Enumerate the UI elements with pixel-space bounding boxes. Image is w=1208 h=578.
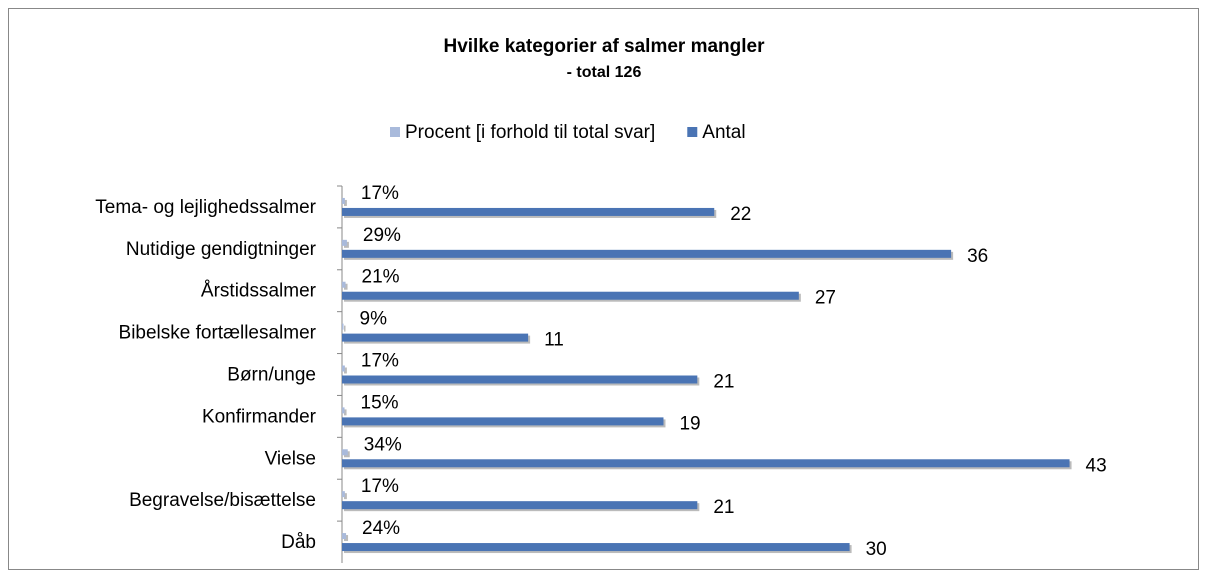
bar-shadow [344, 199, 347, 206]
bar [342, 375, 698, 384]
bar [342, 449, 348, 456]
bar [342, 365, 345, 372]
bar [342, 333, 529, 342]
data-label: 36 [967, 246, 988, 267]
legend: Procent [i forhold til total svar] Antal [390, 122, 746, 143]
data-label: 30 [866, 539, 887, 560]
y-tick-label: Børn/unge [227, 365, 316, 386]
legend-swatch [390, 127, 400, 137]
y-tick-label: Vielse [265, 448, 316, 469]
bar [342, 417, 664, 426]
data-label: 21 [713, 497, 734, 518]
data-label: 29% [363, 225, 401, 246]
bar-shadow [344, 409, 347, 416]
bar-shadow [344, 325, 346, 332]
bar [342, 281, 346, 288]
bar [342, 543, 850, 552]
data-label: 17% [361, 183, 399, 204]
data-label: 19 [679, 413, 700, 434]
data-label: 11 [544, 330, 564, 351]
y-tick-label: Konfirmander [202, 406, 317, 427]
data-label: 21% [362, 267, 400, 288]
legend-label: Antal [702, 122, 745, 143]
data-label: 21 [713, 372, 734, 393]
data-label: 22 [730, 204, 751, 225]
bar-shadow [344, 367, 347, 374]
bar [342, 197, 345, 204]
chart-border [8, 8, 1199, 570]
y-tick-label: Bibelske fortællesalmer [119, 323, 317, 344]
chart-title: Hvilke kategorier af salmer mangler [443, 36, 765, 57]
data-label: 27 [815, 288, 836, 309]
y-tick-label: Tema- og lejlighedssalmer [95, 197, 316, 218]
bar [342, 239, 347, 246]
y-tick-label: Begravelse/bisættelse [129, 490, 316, 511]
data-label: 24% [362, 518, 400, 539]
y-tick-label: Årstidssalmer [201, 281, 317, 302]
chart-subtitle: - total 126 [567, 64, 642, 81]
data-label: 17% [361, 351, 399, 372]
data-label: 15% [361, 392, 399, 413]
bar [342, 407, 345, 414]
y-tick-label: Dåb [281, 532, 316, 553]
bar [342, 459, 1070, 468]
bar [342, 249, 952, 258]
bar [342, 323, 344, 330]
data-label: 9% [360, 309, 388, 330]
bar-shadow [344, 283, 348, 290]
data-label: 34% [364, 434, 402, 455]
bar [342, 501, 698, 510]
data-label: 17% [361, 476, 399, 497]
bar [342, 291, 799, 300]
y-tick-label: Nutidige gendigtninger [126, 239, 317, 260]
bar [342, 207, 715, 216]
data-label: 43 [1086, 455, 1107, 476]
bar [342, 491, 345, 498]
bar-shadow [344, 493, 347, 500]
bar [342, 533, 347, 540]
legend-swatch [687, 127, 698, 137]
legend-label: Procent [i forhold til total svar] [405, 122, 655, 143]
